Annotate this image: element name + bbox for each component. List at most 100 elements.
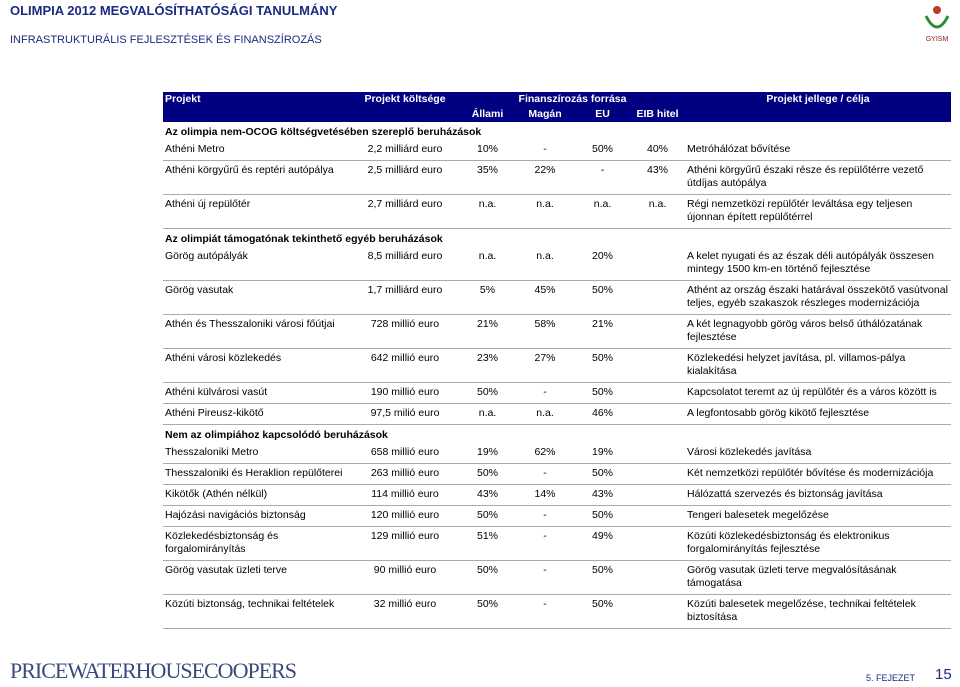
- purpose: Kapcsolatot teremt az új repülőtér és a …: [685, 382, 951, 404]
- funding: 50%: [460, 505, 515, 527]
- funding: 43%: [575, 484, 630, 506]
- funding: -: [515, 560, 575, 595]
- data-row: Athéni Pireusz-kikötő 97,5 milió euro n.a.…: [163, 403, 951, 425]
- funding: 50%: [575, 560, 630, 595]
- project: Közúti biztonság, technikai feltételek: [163, 594, 350, 629]
- source-header: EU: [575, 107, 630, 122]
- doc-subtitle: INFRASTRUKTURÁLIS FEJLESZTÉSEK ÉS FINANS…: [10, 34, 322, 46]
- purpose: Közúti balesetek megelőzése, technikai f…: [685, 594, 951, 629]
- funding: 14%: [515, 484, 575, 506]
- section-row: Nem az olimpiához kapcsolódó beruházások: [163, 425, 951, 444]
- funding: -: [515, 463, 575, 485]
- funding: -: [515, 505, 575, 527]
- project: Athén és Thesszaloniki városi főútjai: [163, 314, 350, 349]
- funding: 19%: [575, 443, 630, 464]
- funding: [630, 280, 686, 315]
- project: Kikötők (Athén nélkül): [163, 484, 350, 506]
- funding: 51%: [460, 526, 515, 561]
- funding: 21%: [460, 314, 515, 349]
- section-title: Az olimpia nem-OCOG költségvetésében sze…: [165, 126, 482, 138]
- data-row: Athéni Metro 2,2 milliárd euro 10% -50% 40% M…: [163, 140, 951, 161]
- project: Athéni Pireusz-kikötő: [163, 403, 350, 425]
- funding: 45%: [515, 280, 575, 315]
- funding: 43%: [630, 160, 686, 195]
- data-row: Görög vasutak üzleti terve 90 millió euro…: [163, 560, 951, 595]
- purpose: A kelet nyugati és az észak déli autópál…: [685, 247, 951, 281]
- funding: 40%: [630, 140, 686, 161]
- cost: 2,2 milliárd euro: [350, 140, 460, 161]
- purpose: Hálózattá szervezés és biztonság javítás…: [685, 484, 951, 506]
- project: Athéni városi közlekedés: [163, 348, 350, 383]
- data-row: Közlekedésbiztonság és forgalomirányítás…: [163, 526, 951, 561]
- funding: n.a.: [515, 194, 575, 229]
- data-row: Athéni körgyűrű és reptéri autópálya 2,5 …: [163, 160, 951, 195]
- funding: 23%: [460, 348, 515, 383]
- source-header: Állami: [460, 107, 515, 122]
- funding: 22%: [515, 160, 575, 195]
- cost: 97,5 milió euro: [350, 403, 460, 425]
- funding: n.a.: [575, 194, 630, 229]
- funding: 19%: [460, 443, 515, 464]
- subheader-row: Állami Magán EU EIB hitel: [163, 107, 951, 122]
- funding: 21%: [575, 314, 630, 349]
- project: Görög autópályák: [163, 247, 350, 281]
- col-header: Finanszírozás forrása: [460, 92, 686, 107]
- data-row: Görög vasutak 1,7 milliárd euro 5% 45% 50% At…: [163, 280, 951, 315]
- company-logo: PRICEWATERHOUSECOOPERS: [10, 658, 297, 683]
- funding: [630, 463, 686, 485]
- funding: [630, 443, 686, 464]
- project: Hajózási navigációs biztonság: [163, 505, 350, 527]
- cost: 1,7 milliárd euro: [350, 280, 460, 315]
- chapter: 5. FEJEZET: [866, 673, 916, 683]
- purpose: Athéni körgyűrű északi része és repülőté…: [685, 160, 951, 195]
- section-row: Az olimpiát támogatónak tekinthető egyéb…: [163, 229, 951, 248]
- logo-text: GYISM: [925, 36, 949, 43]
- funding: n.a.: [460, 403, 515, 425]
- funding: 50%: [460, 594, 515, 629]
- data-row: Athéni városi közlekedés 642 millió euro 2…: [163, 348, 951, 383]
- funding: [630, 594, 686, 629]
- doc-title: OLIMPIA 2012 MEGVALÓSÍTHATÓSÁGI TANULMÁN…: [10, 3, 338, 18]
- funding: 27%: [515, 348, 575, 383]
- funding: 5%: [460, 280, 515, 315]
- funding: [630, 382, 686, 404]
- data-row: Athéni külvárosi vasút 190 millió euro 50%…: [163, 382, 951, 404]
- funding: [630, 314, 686, 349]
- project: Athéni új repülőtér: [163, 194, 350, 229]
- funding: -: [575, 160, 630, 195]
- data-row: Thesszaloniki Metro 658 millió euro 19% 62%…: [163, 443, 951, 464]
- purpose: Közlekedési helyzet javítása, pl. villam…: [685, 348, 951, 383]
- funding: 50%: [575, 594, 630, 629]
- purpose: A legfontosabb görög kikötő fejlesztése: [685, 403, 951, 425]
- funding: 50%: [460, 382, 515, 404]
- funding: 49%: [575, 526, 630, 561]
- cost: 114 millió euro: [350, 484, 460, 506]
- funding: -: [515, 140, 575, 161]
- purpose: Tengeri balesetek megelőzése: [685, 505, 951, 527]
- funding: 46%: [575, 403, 630, 425]
- project: Thesszaloniki és Heraklion repülőterei: [163, 463, 350, 485]
- funding: 43%: [460, 484, 515, 506]
- section-row: Az olimpia nem-OCOG költségvetésében sze…: [163, 122, 951, 140]
- page-number: 15: [935, 666, 952, 683]
- funding: 50%: [575, 348, 630, 383]
- data-row: Görög autópályák 8,5 milliárd euro n.a. n.a…: [163, 247, 951, 281]
- cost: 8,5 milliárd euro: [350, 247, 460, 281]
- funding: n.a.: [460, 247, 515, 281]
- funding: n.a.: [515, 403, 575, 425]
- funding: 50%: [575, 382, 630, 404]
- source-header: EIB hitel: [630, 107, 686, 122]
- funding: 50%: [575, 280, 630, 315]
- cost: 32 millió euro: [350, 594, 460, 629]
- col-header: Projekt: [163, 92, 350, 122]
- purpose: Városi közlekedés javítása: [685, 443, 951, 464]
- purpose: Közúti közlekedésbiztonság és elektronik…: [685, 526, 951, 561]
- data-row: Hajózási navigációs biztonság 120 millió …: [163, 505, 951, 527]
- funding: 50%: [575, 505, 630, 527]
- data-row: Athén és Thesszaloniki városi főútjai 728…: [163, 314, 951, 349]
- funding: 10%: [460, 140, 515, 161]
- purpose: Régi nemzetközi repülőtér leváltása egy …: [685, 194, 951, 229]
- funding: n.a.: [630, 194, 686, 229]
- cost: 120 millió euro: [350, 505, 460, 527]
